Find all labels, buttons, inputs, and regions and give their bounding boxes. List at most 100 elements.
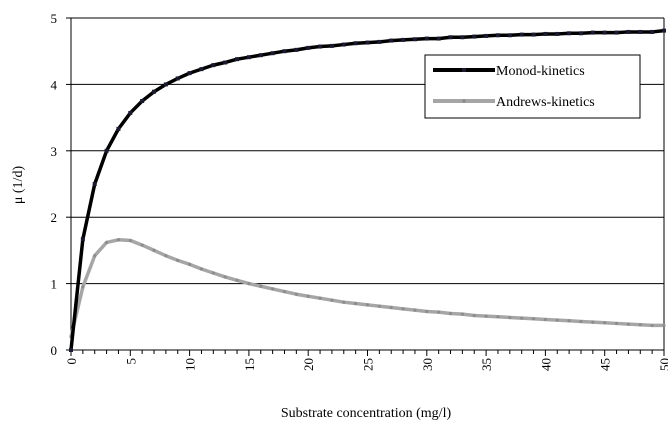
data-point xyxy=(495,33,500,38)
data-point xyxy=(271,287,275,291)
data-point xyxy=(258,53,263,58)
y-tick-label: 4 xyxy=(51,77,58,92)
x-tick-label: 35 xyxy=(479,358,494,371)
data-point xyxy=(235,278,239,282)
data-point xyxy=(579,319,583,324)
data-point xyxy=(187,71,192,76)
x-tick-label: 50 xyxy=(657,358,668,371)
data-point xyxy=(389,38,394,43)
data-point xyxy=(116,238,121,242)
x-tick-label: 40 xyxy=(538,358,553,371)
data-point xyxy=(342,300,346,304)
data-point xyxy=(152,248,156,252)
data-point xyxy=(484,33,489,38)
x-tick-label: 0 xyxy=(64,358,79,365)
data-point xyxy=(484,314,488,318)
data-point xyxy=(353,41,358,46)
data-point xyxy=(602,30,607,35)
x-tick-label: 15 xyxy=(242,358,257,371)
data-point xyxy=(460,35,465,40)
data-point xyxy=(520,316,524,320)
series-andrews xyxy=(69,238,666,339)
data-point xyxy=(650,29,655,34)
data-point xyxy=(116,126,121,131)
data-point xyxy=(294,47,299,52)
data-point xyxy=(603,321,607,325)
data-point xyxy=(531,32,536,37)
data-point xyxy=(650,323,654,328)
data-point xyxy=(638,29,643,34)
data-point xyxy=(329,43,334,48)
data-point xyxy=(448,35,453,40)
data-point xyxy=(270,51,275,56)
data-point xyxy=(163,82,168,87)
axes xyxy=(66,17,665,356)
data-point xyxy=(389,305,393,310)
data-point xyxy=(128,238,132,243)
x-tick-label: 25 xyxy=(361,358,376,371)
data-point xyxy=(223,275,227,279)
data-point xyxy=(662,323,666,328)
data-point xyxy=(341,42,346,47)
data-point xyxy=(424,36,429,41)
data-point xyxy=(626,322,631,326)
x-tick-label: 5 xyxy=(123,358,138,365)
x-tick-label: 45 xyxy=(598,358,613,371)
y-tick-label: 3 xyxy=(51,144,58,159)
data-point xyxy=(543,317,548,322)
series-line xyxy=(69,238,664,338)
data-point xyxy=(140,243,144,247)
y-tick-label: 2 xyxy=(51,210,58,225)
x-tick-label: 30 xyxy=(420,358,435,371)
data-point xyxy=(543,31,548,36)
data-point xyxy=(567,319,571,323)
data-point xyxy=(508,315,512,320)
data-point xyxy=(591,320,595,324)
data-point xyxy=(448,311,453,316)
data-point xyxy=(460,312,464,316)
data-point xyxy=(401,307,405,311)
data-point xyxy=(531,317,536,321)
data-point xyxy=(294,292,298,296)
data-point xyxy=(507,33,512,38)
series-layer xyxy=(69,28,666,352)
data-point xyxy=(401,37,406,42)
data-point xyxy=(164,254,168,258)
data-point xyxy=(354,301,358,306)
data-point xyxy=(496,315,500,319)
data-point xyxy=(199,267,204,271)
data-point xyxy=(318,44,323,49)
data-point xyxy=(472,34,477,39)
data-point xyxy=(638,323,642,327)
legend-label-monod: Monod-kinetics xyxy=(496,64,585,79)
data-point xyxy=(235,57,240,62)
legend-label-andrews: Andrews-kinetics xyxy=(496,95,595,110)
data-point xyxy=(282,49,287,54)
data-point xyxy=(365,303,370,307)
data-point xyxy=(578,31,583,36)
data-point xyxy=(614,30,619,35)
legend-marker-monod xyxy=(462,68,466,72)
data-point xyxy=(199,67,204,72)
data-point xyxy=(93,254,97,258)
data-point xyxy=(81,285,85,289)
data-point xyxy=(555,31,560,36)
data-point xyxy=(175,76,180,81)
data-point xyxy=(614,321,619,326)
data-point xyxy=(69,348,73,352)
data-point xyxy=(377,39,382,44)
y-tick-label: 0 xyxy=(51,343,58,358)
data-point xyxy=(128,110,133,115)
data-point xyxy=(437,310,441,314)
data-point xyxy=(92,182,97,186)
data-point xyxy=(152,89,157,94)
data-point xyxy=(318,296,322,300)
data-point xyxy=(140,99,145,103)
legend-box xyxy=(424,54,641,119)
data-point xyxy=(590,30,595,35)
data-point xyxy=(306,45,311,50)
series-monod xyxy=(69,28,666,352)
y-tick-label: 1 xyxy=(51,277,58,292)
